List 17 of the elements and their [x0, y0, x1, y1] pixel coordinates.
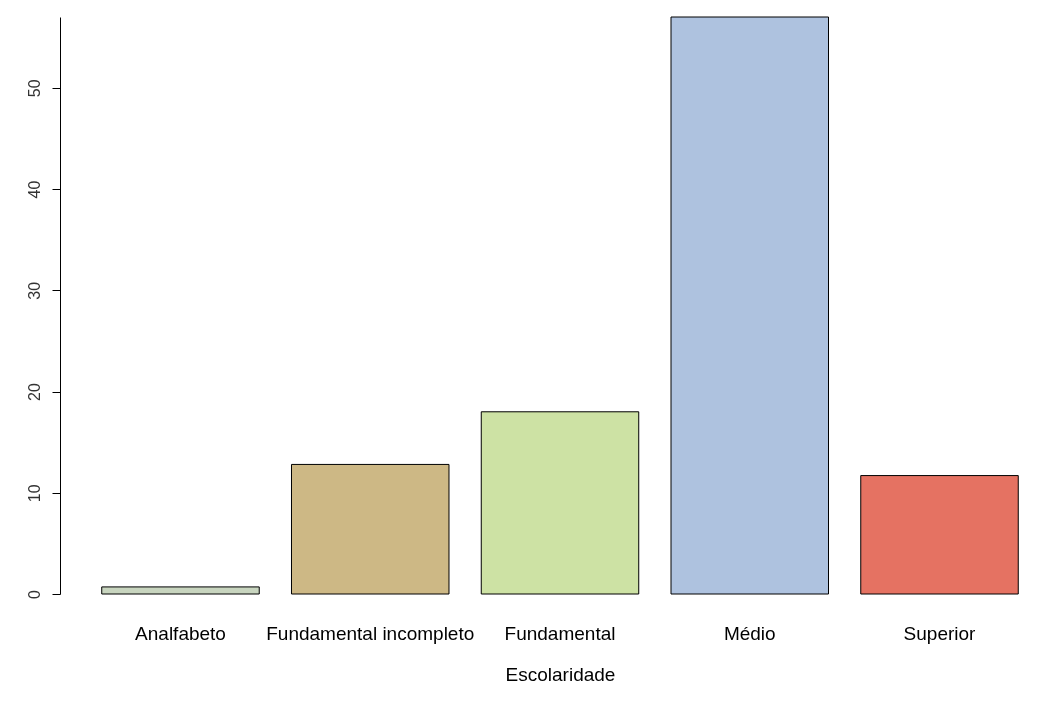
bar [670, 16, 829, 595]
x-tick-label: Fundamental [504, 622, 616, 644]
y-tick-label: 40 [25, 180, 43, 199]
x-axis-title: Escolaridade [505, 663, 616, 685]
y-tick-label: 10 [25, 484, 43, 503]
x-tick-label: Fundamental incompleto [266, 622, 475, 644]
y-tick-label: 30 [25, 281, 43, 300]
bar [860, 475, 1019, 595]
x-tick-label: Médio [723, 622, 776, 644]
x-tick-label: Superior [903, 622, 977, 644]
bar [101, 586, 260, 595]
x-tick-label: Analfabeto [135, 622, 226, 644]
y-tick-label: 50 [25, 79, 43, 98]
y-tick-label: 20 [25, 383, 43, 401]
bar [291, 463, 450, 595]
bar [480, 411, 640, 595]
y-tick-label: 0 [25, 589, 43, 599]
